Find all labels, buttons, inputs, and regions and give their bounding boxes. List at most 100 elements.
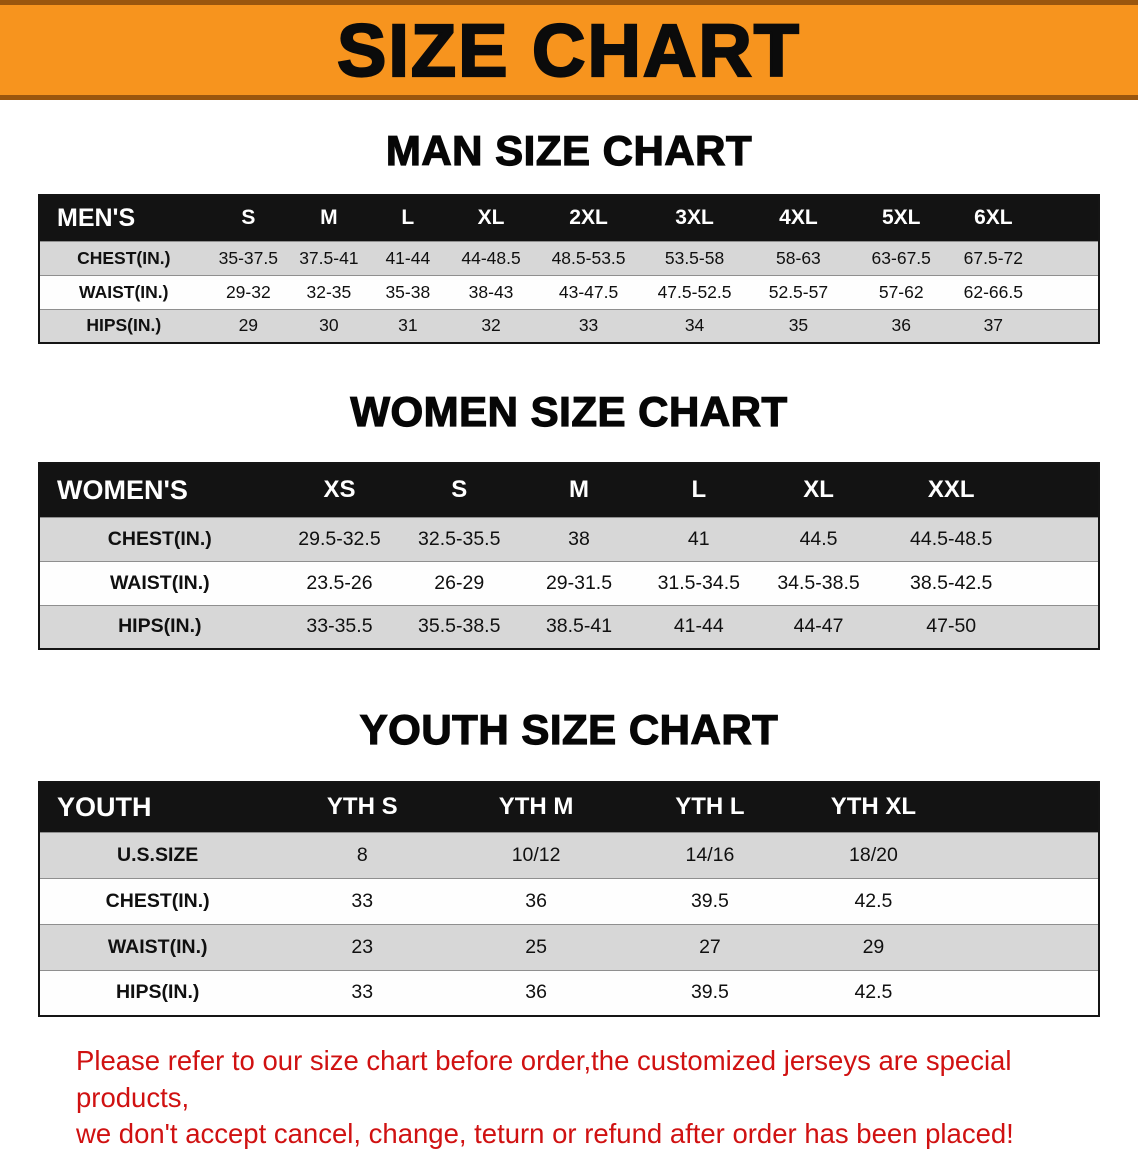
size-column-header: S bbox=[241, 206, 256, 230]
table-title-cell: MEN'S bbox=[57, 203, 136, 232]
size-value-cell: 41 bbox=[687, 527, 710, 550]
measurement-row: WAIST(IN.) 23 25 27 29 bbox=[39, 924, 1099, 970]
men-size-table: MEN'S S M L XL 2XL 3XL 4XL 5XL 6XL CHEST(IN.) 35-37… bbox=[38, 194, 1100, 344]
size-value-cell: 23.5-26 bbox=[306, 571, 373, 594]
size-value-cell: 36 bbox=[525, 889, 547, 912]
size-value-cell: 14/16 bbox=[685, 843, 735, 866]
size-value-cell: 31 bbox=[398, 315, 418, 336]
size-value-cell: 34.5-38.5 bbox=[777, 571, 860, 594]
size-value-cell: 48.5-53.5 bbox=[551, 247, 626, 268]
youth-size-table: YOUTH YTH S YTH M YTH L YTH XL U.S.SIZE 8 10/12… bbox=[38, 781, 1100, 1017]
size-value-cell: 34 bbox=[684, 315, 705, 336]
size-column-header: M bbox=[320, 206, 338, 230]
size-value-cell: 67.5-72 bbox=[963, 247, 1023, 268]
size-value-cell: 29-31.5 bbox=[545, 571, 613, 594]
row-label-cell: CHEST(IN.) bbox=[107, 527, 212, 550]
disclaimer: Please refer to our size chart before or… bbox=[38, 1017, 1100, 1165]
size-chart-banner: SIZE CHART bbox=[0, 0, 1138, 100]
men-section-heading: MAN SIZE CHART bbox=[385, 126, 753, 174]
size-value-cell: 33 bbox=[351, 981, 374, 1004]
size-value-cell: 32-35 bbox=[306, 281, 352, 302]
size-value-cell: 39.5 bbox=[690, 981, 729, 1004]
size-column-header: 6XL bbox=[974, 206, 1013, 230]
size-column-header: YTH M bbox=[498, 793, 574, 821]
size-value-cell: 37.5-41 bbox=[299, 247, 359, 268]
measurement-row: CHEST(IN.) 29.5-32.5 32.5-35.5 38 41 44.5 44.5… bbox=[39, 517, 1099, 561]
size-value-cell: 35 bbox=[788, 315, 809, 336]
size-value-cell: 57-62 bbox=[878, 281, 924, 302]
table-title-cell: YOUTH bbox=[57, 791, 152, 822]
size-column-header: XS bbox=[323, 476, 356, 504]
size-value-cell: 44-47 bbox=[793, 615, 844, 638]
women-section-heading: WOMEN SIZE CHART bbox=[350, 387, 788, 435]
measurement-row: HIPS(IN.) 33 36 39.5 42.5 bbox=[39, 970, 1099, 1016]
size-value-cell: 39.5 bbox=[690, 889, 729, 912]
size-value-cell: 29.5-32.5 bbox=[298, 527, 381, 550]
size-value-cell: 25 bbox=[525, 935, 547, 958]
row-label-cell: HIPS(IN.) bbox=[118, 615, 202, 638]
size-value-cell: 23 bbox=[351, 935, 374, 958]
row-label-cell: CHEST(IN.) bbox=[77, 247, 171, 268]
size-value-cell: 32 bbox=[481, 315, 501, 336]
size-value-cell: 52.5-57 bbox=[768, 281, 829, 302]
size-column-header: YTH XL bbox=[830, 793, 917, 821]
measurement-row: HIPS(IN.) 33-35.5 35.5-38.5 38.5-41 41-44 44-… bbox=[39, 605, 1099, 649]
row-label-cell: HIPS(IN.) bbox=[115, 981, 200, 1004]
size-value-cell: 43-47.5 bbox=[558, 281, 619, 302]
youth-size-section: YOUTH SIZE CHART YOUTH YTH S YTH M YTH L YTH… bbox=[38, 705, 1100, 1017]
size-value-cell: 41-44 bbox=[673, 615, 724, 638]
size-value-cell: 38-43 bbox=[468, 281, 514, 302]
size-column-header: XL bbox=[803, 476, 834, 504]
size-value-cell: 38.5-42.5 bbox=[910, 571, 993, 594]
size-value-cell: 38.5-41 bbox=[545, 615, 613, 638]
size-value-cell: 36 bbox=[525, 981, 547, 1004]
size-value-cell: 62-66.5 bbox=[963, 281, 1023, 302]
size-value-cell: 27 bbox=[699, 935, 721, 958]
size-column-header: 2XL bbox=[569, 206, 608, 230]
row-label-cell: WAIST(IN.) bbox=[79, 281, 169, 302]
row-label-cell: CHEST(IN.) bbox=[105, 889, 210, 912]
page-title: SIZE CHART bbox=[336, 7, 801, 92]
size-value-cell: 18/20 bbox=[849, 843, 898, 866]
size-column-header: XL bbox=[477, 206, 505, 230]
measurement-row: HIPS(IN.) 29 30 31 32 33 34 35 36 37 bbox=[39, 309, 1099, 343]
size-column-header: YTH S bbox=[326, 793, 398, 821]
size-column-header: M bbox=[569, 476, 589, 504]
size-value-cell: 29-32 bbox=[225, 281, 271, 302]
size-value-cell: 32.5-35.5 bbox=[418, 527, 501, 550]
size-value-cell: 35.5-38.5 bbox=[418, 615, 501, 638]
men-size-section: MAN SIZE CHART MEN'S S M L XL 2XL 3XL 4XL 5XL 6XL… bbox=[38, 126, 1100, 344]
size-value-cell: 29 bbox=[862, 935, 885, 958]
header-row: MEN'S S M L XL 2XL 3XL 4XL 5XL 6XL bbox=[39, 195, 1099, 241]
size-value-cell: 33 bbox=[578, 315, 599, 336]
women-size-section: WOMEN SIZE CHART WOMEN'S XS S M L XL XXL CHEST(… bbox=[38, 387, 1100, 650]
header-row: YOUTH YTH S YTH M YTH L YTH XL bbox=[39, 782, 1099, 832]
header-row: WOMEN'S XS S M L XL XXL bbox=[39, 463, 1099, 517]
measurement-row: CHEST(IN.) 35-37.5 37.5-41 41-44 44-48.5 48.5… bbox=[39, 241, 1099, 275]
size-value-cell: 47-50 bbox=[926, 615, 977, 638]
size-value-cell: 26-29 bbox=[434, 571, 485, 594]
size-value-cell: 53.5-58 bbox=[664, 247, 725, 268]
size-value-cell: 42.5 bbox=[854, 889, 893, 912]
size-column-header: S bbox=[451, 476, 468, 504]
size-value-cell: 29 bbox=[238, 315, 259, 336]
size-value-cell: 33 bbox=[351, 889, 374, 912]
row-label-cell: U.S.SIZE bbox=[117, 843, 199, 866]
size-value-cell: 35-37.5 bbox=[218, 247, 278, 268]
size-value-cell: 44.5 bbox=[799, 527, 838, 550]
size-value-cell: 41-44 bbox=[385, 247, 431, 268]
size-value-cell: 33-35.5 bbox=[306, 615, 373, 638]
row-label-cell: WAIST(IN.) bbox=[107, 935, 208, 958]
row-label-cell: HIPS(IN.) bbox=[86, 315, 162, 336]
size-value-cell: 44-48.5 bbox=[461, 247, 521, 268]
size-value-cell: 42.5 bbox=[854, 981, 893, 1004]
size-column-header: 3XL bbox=[675, 206, 714, 230]
row-label-cell: WAIST(IN.) bbox=[109, 571, 210, 594]
disclaimer-line: Please refer to our size chart before or… bbox=[76, 1045, 1012, 1113]
size-value-cell: 8 bbox=[356, 843, 368, 866]
disclaimer-line: we don't accept cancel, change, teturn o… bbox=[76, 1118, 1014, 1150]
measurement-row: WAIST(IN.) 23.5-26 26-29 29-31.5 31.5-34.5 34… bbox=[39, 561, 1099, 605]
size-column-header: YTH L bbox=[675, 793, 745, 821]
size-column-header: 4XL bbox=[779, 206, 818, 230]
women-size-table: WOMEN'S XS S M L XL XXL CHEST(IN.) 29.5-32.5 32.5… bbox=[38, 462, 1100, 650]
